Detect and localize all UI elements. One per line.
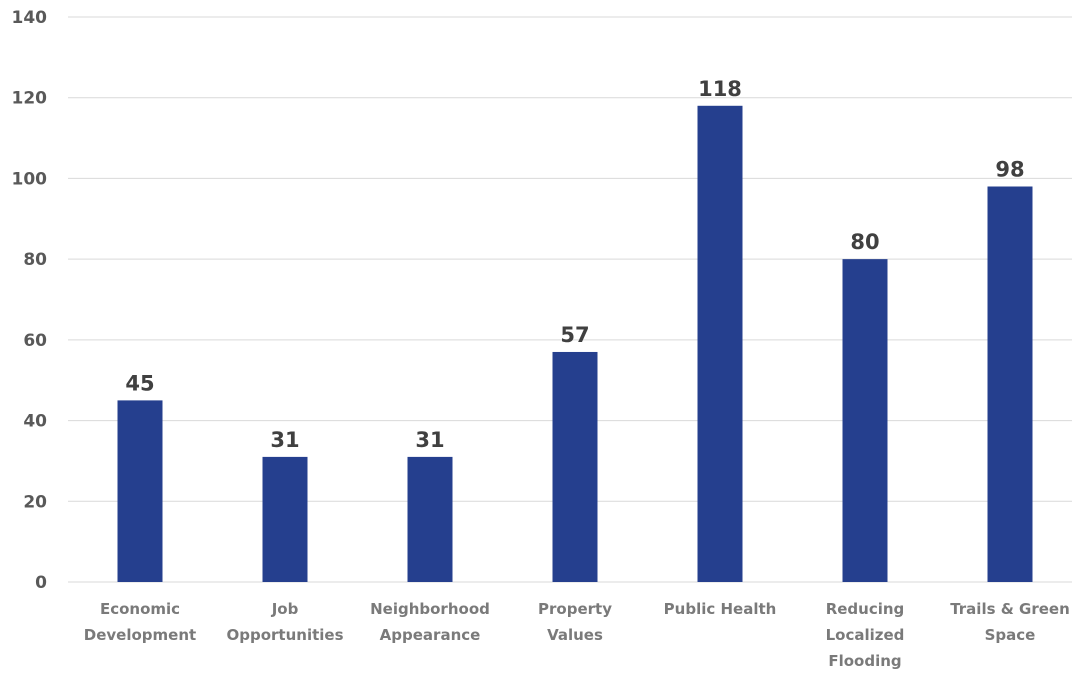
category-label-line: Values xyxy=(547,626,603,644)
category-label-3: Property Values xyxy=(538,600,612,644)
y-tick-label-40: 40 xyxy=(23,412,47,432)
data-label-1: 31 xyxy=(270,428,299,452)
y-axis-ticks: 0 20 40 60 80 100 120 140 xyxy=(12,8,48,593)
data-label-4: 118 xyxy=(698,77,742,101)
y-tick-label-0: 0 xyxy=(35,573,47,593)
data-label-3: 57 xyxy=(560,323,589,347)
category-label-line: Public Health xyxy=(664,600,777,618)
category-label-line: Development xyxy=(84,626,196,644)
y-tick-label-120: 120 xyxy=(12,89,48,109)
category-label-0: Economic Development xyxy=(84,600,196,644)
bar-1 xyxy=(262,456,308,582)
category-label-line: Property xyxy=(538,600,612,618)
y-tick-label-100: 100 xyxy=(12,169,48,189)
category-label-line: Job xyxy=(271,600,299,618)
category-label-4: Public Health xyxy=(664,600,777,618)
category-label-line: Reducing xyxy=(826,600,905,618)
data-labels: 45 31 31 57 118 80 98 xyxy=(125,77,1024,452)
bar-0 xyxy=(117,400,163,582)
category-label-5: Reducing Localized Flooding xyxy=(826,600,905,670)
category-label-line: Space xyxy=(985,626,1036,644)
category-label-line: Appearance xyxy=(380,626,481,644)
category-label-line: Opportunities xyxy=(226,626,343,644)
data-label-2: 31 xyxy=(415,428,444,452)
bar-2 xyxy=(407,456,453,582)
bars xyxy=(117,105,1033,583)
y-tick-label-140: 140 xyxy=(12,8,48,28)
category-label-line: Neighborhood xyxy=(370,600,490,618)
bar-6 xyxy=(987,186,1033,582)
bar-4 xyxy=(697,105,743,583)
category-label-1: Job Opportunities xyxy=(226,600,343,644)
y-tick-label-80: 80 xyxy=(23,250,47,270)
data-label-0: 45 xyxy=(125,371,154,395)
y-tick-label-20: 20 xyxy=(23,492,47,512)
category-label-line: Economic xyxy=(100,600,180,618)
category-label-line: Localized xyxy=(826,626,905,644)
data-label-5: 80 xyxy=(850,230,879,254)
x-axis-categories: Economic Development Job Opportunities Neigh… xyxy=(84,600,1070,670)
category-label-line: Flooding xyxy=(828,652,901,670)
data-label-6: 98 xyxy=(995,158,1024,182)
bar-5 xyxy=(842,259,888,582)
y-tick-label-60: 60 xyxy=(23,331,47,351)
bar-3 xyxy=(552,351,598,582)
category-label-line: Trails & Green xyxy=(950,600,1070,618)
category-label-6: Trails & Green Space xyxy=(950,600,1070,644)
category-label-2: Neighborhood Appearance xyxy=(370,600,490,644)
